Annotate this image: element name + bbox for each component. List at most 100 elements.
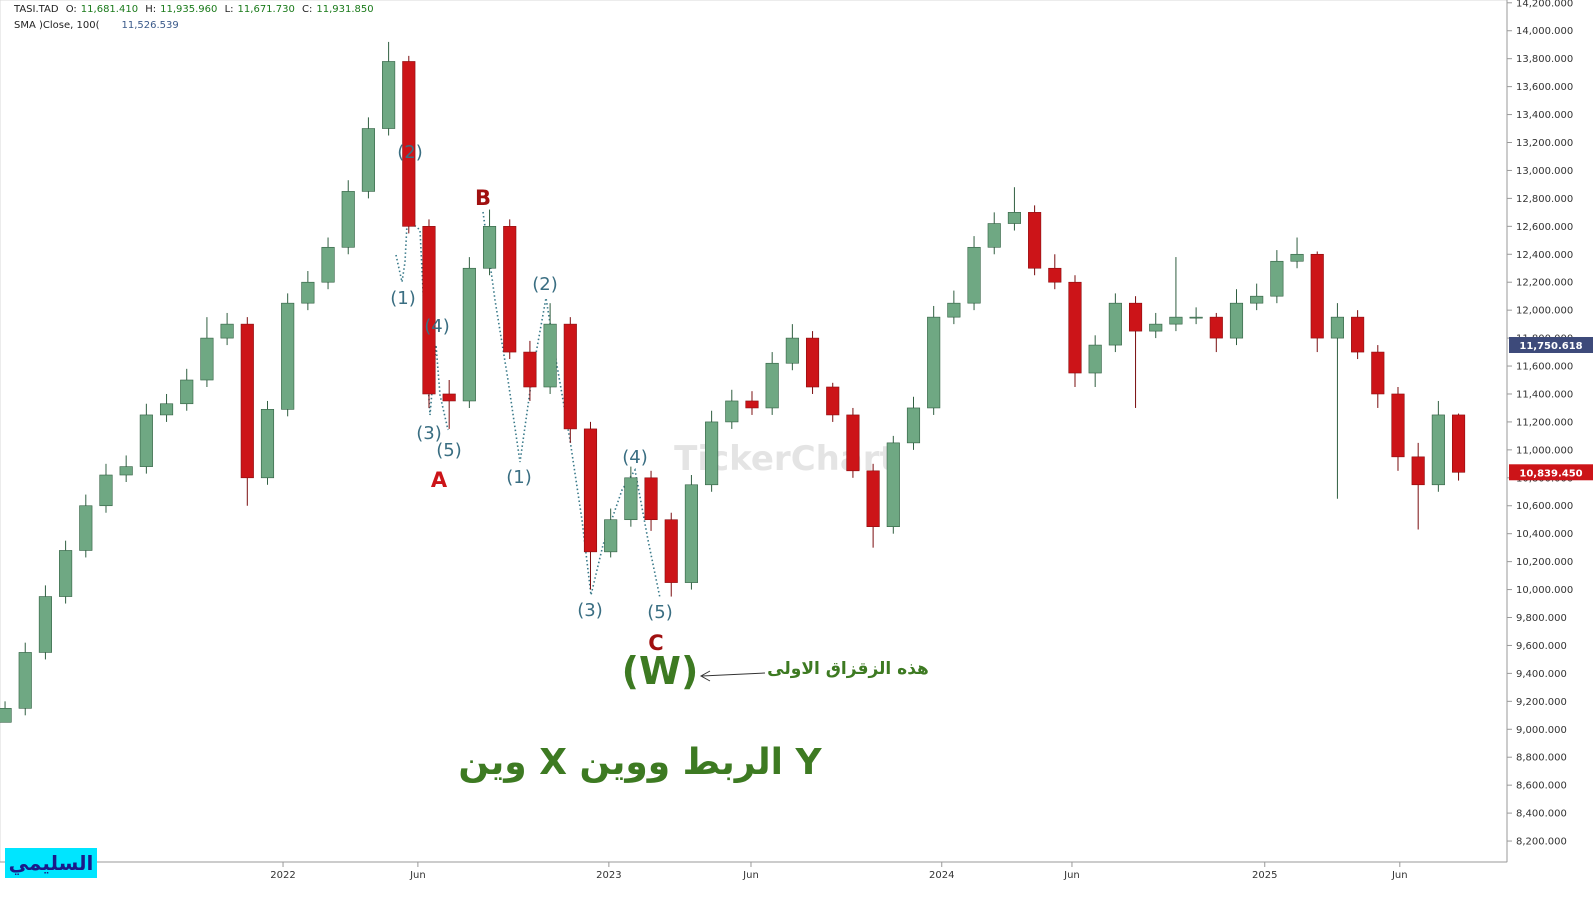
candle-body [301,281,315,304]
candle-body [543,323,557,388]
y-tick-label: 9,000.000 [1516,725,1567,736]
wave-annotation: (1) [390,288,416,309]
candle-body [361,128,375,192]
candle-body [1108,302,1122,346]
candle-body [1007,212,1021,224]
candle-body [1310,253,1324,339]
y-tick-label: 14,200.000 [1516,0,1573,9]
x-tick-label: Jun [742,870,759,881]
wave-annotation: A [431,468,448,492]
y-tick-label: 13,400.000 [1516,110,1573,121]
ohlc-key: O: [65,4,77,15]
candle-body [1189,316,1203,319]
candle-body [1169,316,1183,325]
ohlc-key: C: [302,4,313,15]
candle-body [1411,456,1425,486]
ohlc-key: L: [224,4,234,15]
candle-body [503,226,517,353]
candle-body [79,505,93,551]
candle-body [705,421,719,486]
candle-body [1431,414,1445,486]
wave-annotation: (5) [436,440,462,461]
x-tick-label: 2022 [270,870,295,881]
sma-value: 11,526.539 [121,20,179,31]
y-tick-label: 9,200.000 [1516,697,1567,708]
candle-body [927,316,941,409]
ohlc-value: 11,681.410 [80,4,139,15]
candle-body [1451,414,1466,473]
y-tick-label: 10,200.000 [1516,557,1573,568]
author-badge: السليمي [5,848,97,878]
wave-annotation: (2) [397,142,423,163]
candle-body [1290,253,1304,262]
y-tick-label: 12,600.000 [1516,222,1573,233]
y-tick-label: 11,000.000 [1516,445,1573,456]
x-tick-label: Jun [409,870,426,881]
candle-body [321,246,335,283]
price-tag [1509,336,1593,353]
candle-body [644,477,658,521]
y-tick-label: 8,200.000 [1516,837,1567,848]
ohlc-value: 11,931.850 [316,4,374,15]
sma-header: SMA )Close, 100( 11,526.539 [14,20,183,31]
candle-body [0,708,12,723]
y-tick-label: 9,800.000 [1516,613,1567,624]
y-tick-label: 8,400.000 [1516,809,1567,820]
y-tick-label: 8,800.000 [1516,753,1567,764]
wave-annotation: (4) [424,316,450,337]
candle-body [684,484,698,583]
arrow-head [699,670,711,682]
x-tick-label: Jun [1063,870,1080,881]
candle-body [260,409,275,479]
candle-body [1028,212,1042,269]
ohlc-value: 11,935.960 [160,4,218,15]
ohlc-header: TASI.TAD O: 11,681.410 H: 11,935.960 L: 11,… [14,4,378,15]
candle-body [624,477,638,521]
y-tick-label: 13,800.000 [1516,54,1573,65]
candle-body [1088,344,1102,374]
candle-body [1068,281,1082,374]
wave-annotation: وين X الربط ووين Y [458,742,822,783]
candle-body [967,246,981,304]
candle-body [139,414,153,467]
wave-annotation: (W) [622,649,699,693]
candle-body [281,302,295,410]
candle-body [1048,267,1062,283]
candle-body [1209,316,1223,339]
candle-body [482,226,497,269]
x-tick-label: 2024 [929,870,954,881]
y-tick-label: 10,000.000 [1516,585,1573,596]
y-tick-label: 13,200.000 [1516,138,1573,149]
candle-body [402,61,416,227]
y-tick-label: 13,000.000 [1516,166,1573,177]
y-tick-label: 12,400.000 [1516,250,1573,261]
candle-body [523,351,537,388]
candle-body [1330,316,1344,339]
candle-body [1270,260,1284,297]
candle-body [745,400,759,409]
candle-body [59,550,73,597]
wave-annotation: B [475,186,491,210]
y-tick-label: 11,400.000 [1516,389,1573,400]
candle-body [119,466,133,476]
wave-annotation: (2) [532,274,558,295]
x-tick-label: 2025 [1252,870,1277,881]
plot-area [0,0,1508,863]
candle-body [159,403,174,416]
wave-annotation: هذه الزقزاق الاولى [767,659,929,679]
sma-label: SMA )Close, 100( [14,20,100,31]
candle-body [341,191,355,248]
candle-body [947,302,961,318]
x-tick-label: Jun [1391,870,1408,881]
y-tick-label: 8,600.000 [1516,781,1567,792]
candle-body [180,379,194,405]
candle-body [200,337,214,381]
y-tick-label: 12,800.000 [1516,194,1573,205]
wave-annotation: (3) [416,423,442,444]
arrow-line [701,672,766,677]
price-tag [1509,464,1593,481]
candle-body [1250,295,1264,304]
wave-annotation: C [648,631,663,655]
y-tick-label: 10,400.000 [1516,529,1573,540]
